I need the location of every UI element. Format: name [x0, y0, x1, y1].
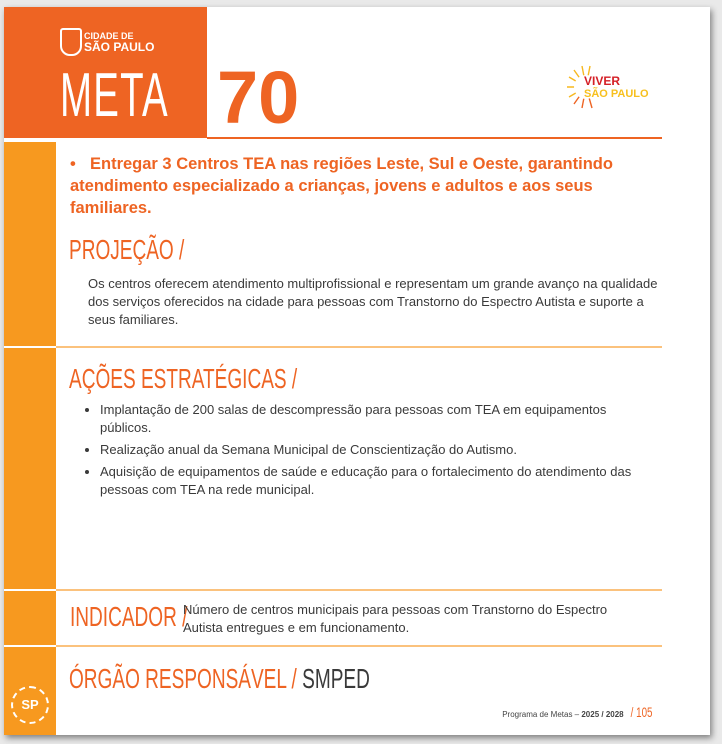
- program-logo-line1: VIVER: [584, 74, 620, 88]
- sidebar-divider: [4, 645, 56, 647]
- responsible-heading: ÓRGÃO RESPONSÁVEL /: [69, 663, 297, 694]
- goal-rest: garantindo atendimento especializado a c…: [70, 155, 613, 217]
- action-item: Realização anual da Semana Municipal de …: [100, 441, 648, 459]
- city-logo: CIDADE DE SÃO PAULO: [84, 31, 154, 53]
- program-logo-line2: SÃO PAULO: [584, 87, 649, 100]
- footer-program: Programa de Metas –: [502, 710, 580, 719]
- actions-list: Implantação de 200 salas de descompressã…: [88, 401, 648, 503]
- meta-header-block: CIDADE DE SÃO PAULO META: [4, 7, 207, 138]
- sidebar-divider: [4, 589, 56, 591]
- action-item: Implantação de 200 salas de descompressã…: [100, 401, 648, 437]
- meta-label: META: [60, 61, 169, 130]
- document-page: CIDADE DE SÃO PAULO META 70 VIVER SÃO PA…: [4, 7, 710, 735]
- indicator-text: Número de centros municipais para pessoa…: [183, 602, 608, 635]
- city-logo-line1: CIDADE DE: [84, 31, 134, 41]
- sidebar-divider: [4, 346, 56, 348]
- viver-sao-paulo-logo: VIVER SÃO PAULO: [567, 65, 649, 109]
- page-number: / 105: [630, 704, 653, 720]
- indicator-heading: INDICADOR /: [70, 601, 188, 632]
- section-divider: [56, 645, 662, 647]
- goal-statement: • Entregar 3 Centros TEA nas regiões Lest…: [70, 155, 613, 217]
- left-sidebar-bar: [4, 142, 56, 735]
- header-divider: [207, 137, 662, 139]
- action-item: Aquisição de equipamentos de saúde e edu…: [100, 463, 648, 499]
- city-crest-icon: [60, 28, 82, 56]
- meta-number: 70: [217, 56, 300, 139]
- city-logo-line2: SÃO PAULO: [84, 40, 155, 54]
- goal-bold: Entregar 3 Centros TEA nas regiões Leste…: [90, 155, 524, 173]
- section-divider: [56, 589, 662, 591]
- footer-years: 2025 / 2028: [581, 710, 624, 719]
- actions-heading: AÇÕES ESTRATÉGICAS /: [69, 363, 298, 394]
- sp-logo-icon: SP: [11, 686, 49, 724]
- responsible-line: ÓRGÃO RESPONSÁVEL / SMPED: [69, 665, 511, 693]
- section-divider: [56, 346, 662, 348]
- responsible-value: SMPED: [302, 663, 370, 694]
- projection-heading: PROJEÇÃO /: [69, 234, 185, 265]
- page-footer: Programa de Metas – 2025 / 2028 / 105: [502, 704, 657, 720]
- projection-text: Os centros oferecem atendimento multipro…: [88, 276, 658, 327]
